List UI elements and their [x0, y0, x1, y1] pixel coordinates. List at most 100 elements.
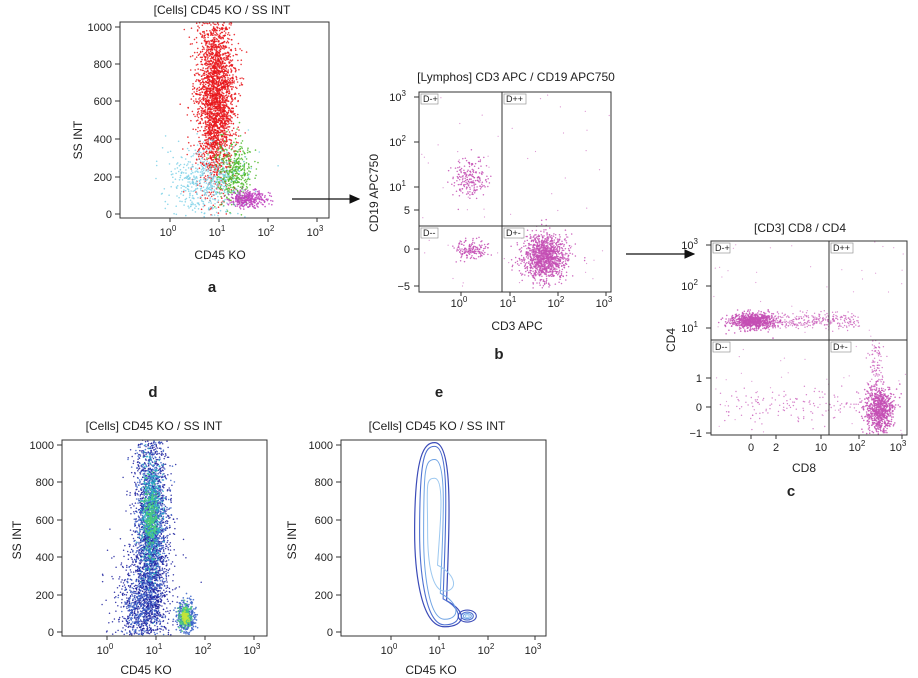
data-point — [199, 69, 202, 71]
data-point — [463, 180, 466, 183]
data-point — [228, 184, 230, 187]
data-point — [227, 198, 229, 201]
data-point — [187, 181, 189, 183]
data-point — [484, 245, 487, 248]
data-point — [224, 74, 227, 77]
data-point — [523, 261, 525, 264]
data-point — [214, 46, 217, 48]
data-point — [253, 204, 256, 207]
data-point — [248, 205, 251, 208]
data-point — [460, 176, 462, 178]
data-point — [196, 133, 198, 135]
data-point — [237, 157, 240, 159]
data-point — [198, 151, 200, 153]
data-point — [196, 153, 199, 156]
data-point — [234, 155, 236, 157]
data-point — [532, 274, 535, 276]
data-point — [225, 159, 227, 162]
data-point — [559, 278, 561, 281]
data-point — [195, 162, 197, 164]
data-point — [208, 101, 210, 103]
data-point — [189, 43, 192, 45]
data-point — [466, 183, 468, 185]
data-point — [247, 176, 250, 178]
data-point — [460, 183, 463, 186]
data-point — [475, 257, 477, 260]
data-point — [511, 265, 514, 268]
data-point — [462, 177, 464, 179]
data-point — [223, 144, 226, 146]
data-point — [242, 205, 244, 207]
data-point — [218, 126, 221, 129]
data-point — [480, 165, 482, 167]
data-point — [566, 259, 569, 262]
data-point — [211, 94, 214, 96]
data-point — [464, 250, 466, 252]
data-point — [202, 172, 205, 175]
data-point — [217, 138, 220, 141]
data-point — [238, 93, 240, 95]
data-point — [462, 181, 464, 183]
data-point — [222, 119, 225, 121]
data-point — [200, 88, 203, 91]
data-point — [460, 256, 462, 259]
data-point — [242, 78, 245, 80]
data-point — [231, 162, 234, 164]
data-point — [199, 129, 201, 132]
data-point — [207, 143, 210, 145]
data-point — [197, 110, 200, 113]
data-point — [226, 28, 228, 31]
data-point — [234, 93, 237, 95]
data-point — [558, 269, 561, 272]
data-point — [227, 32, 230, 34]
data-point — [245, 195, 248, 197]
data-point — [511, 264, 514, 266]
data-point — [468, 165, 471, 168]
data-point — [222, 111, 224, 113]
data-point — [206, 67, 209, 69]
data-point — [223, 120, 226, 123]
data-point — [214, 203, 216, 205]
data-point — [212, 120, 214, 123]
data-point — [217, 81, 220, 83]
data-point — [231, 79, 234, 82]
data-point — [240, 203, 243, 205]
data-point — [218, 55, 221, 58]
data-point — [203, 37, 205, 39]
data-point — [230, 22, 233, 25]
data-point — [239, 207, 242, 210]
data-point — [232, 186, 234, 189]
data-point — [190, 170, 193, 172]
data-point — [217, 149, 219, 151]
data-point — [562, 245, 565, 247]
data-point — [479, 177, 481, 179]
data-point — [228, 23, 231, 25]
data-point — [455, 190, 458, 192]
data-point — [215, 63, 217, 66]
data-point — [472, 239, 474, 242]
data-point — [179, 168, 182, 171]
data-point — [191, 201, 193, 203]
data-point — [215, 37, 218, 40]
data-point — [209, 97, 211, 99]
data-point — [206, 110, 209, 112]
data-point — [218, 101, 221, 104]
data-point — [225, 213, 228, 215]
data-point — [248, 201, 251, 204]
data-point — [246, 183, 248, 185]
data-point — [213, 185, 215, 188]
data-point — [559, 247, 561, 249]
data-point — [460, 252, 462, 255]
data-point — [227, 77, 229, 79]
data-point — [479, 255, 482, 258]
data-point — [195, 101, 198, 103]
data-point — [478, 236, 480, 239]
data-point — [187, 167, 190, 169]
data-point — [211, 128, 214, 131]
data-point — [237, 163, 240, 165]
data-point — [202, 152, 205, 155]
data-point — [229, 133, 232, 135]
data-point — [204, 166, 207, 168]
data-point — [208, 201, 210, 204]
data-point — [196, 90, 198, 93]
